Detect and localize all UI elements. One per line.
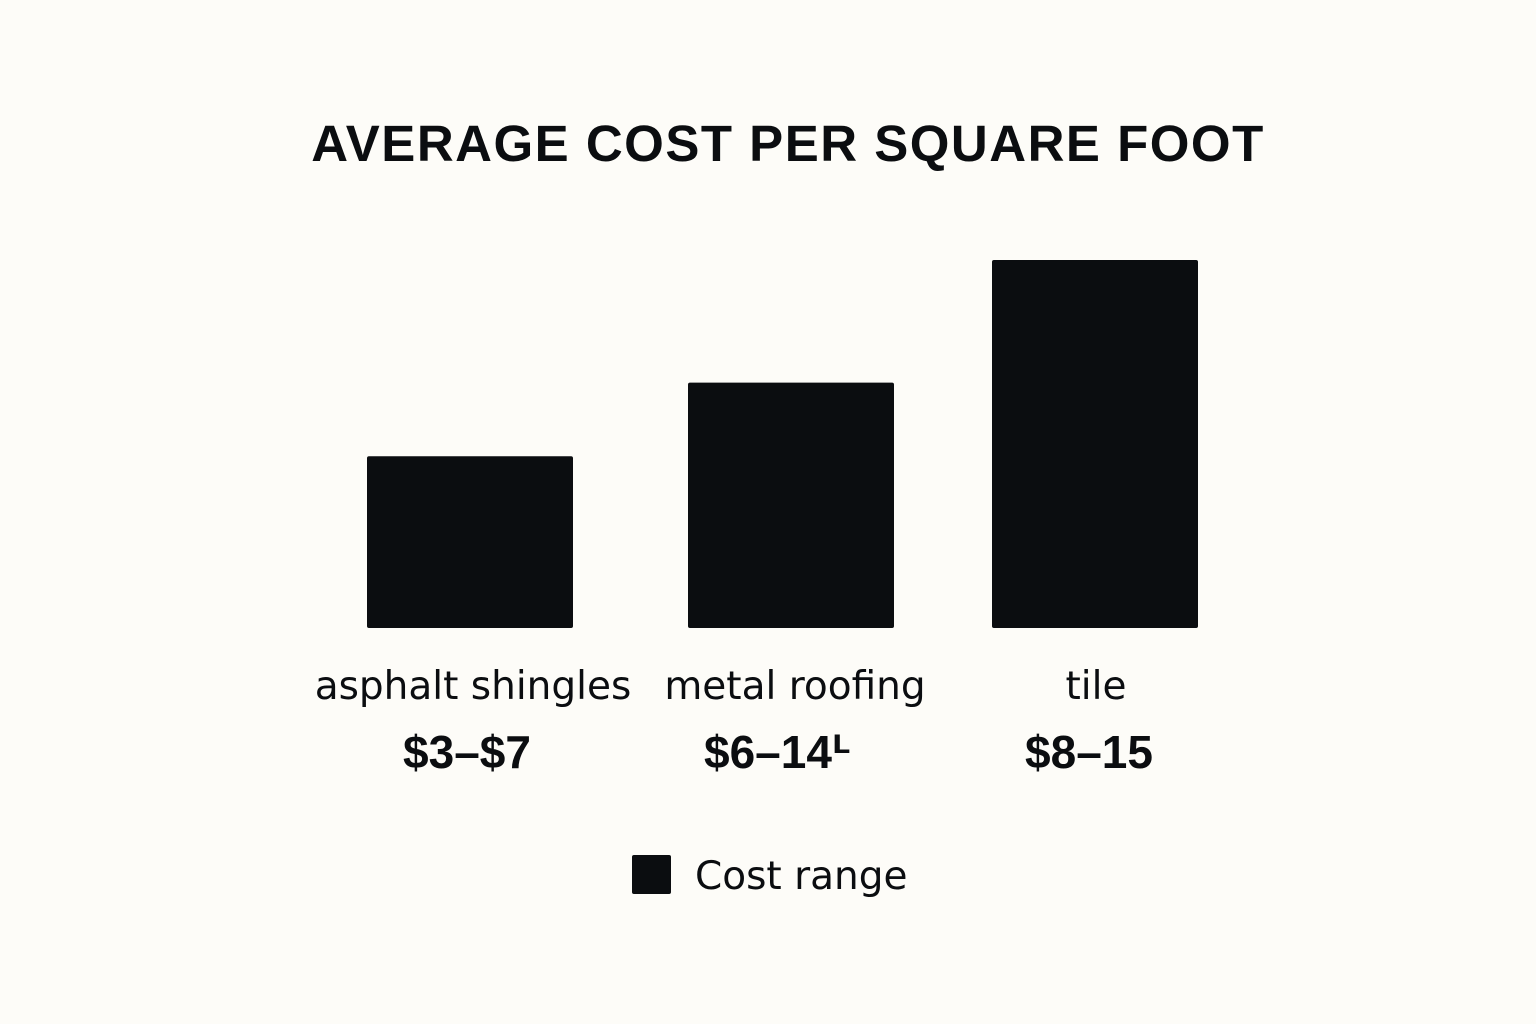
legend-swatch xyxy=(632,855,671,894)
value-label: $3–$7 xyxy=(403,726,531,778)
chart-title: AVERAGE COST PER SQUARE FOOT xyxy=(311,115,1264,172)
legend-label: Cost range xyxy=(695,854,908,899)
value-label: $8–15 xyxy=(1025,726,1153,778)
bar-metal-roofing xyxy=(688,382,894,628)
bar-asphalt-shingles xyxy=(367,456,573,628)
bars-group xyxy=(367,260,1198,628)
value-labels-group: $3–$7 $6–14ᒻ $8–15 xyxy=(403,726,1153,778)
category-label: metal roofing xyxy=(664,664,925,709)
legend: Cost range xyxy=(632,854,908,899)
value-label: $6–14ᒻ xyxy=(704,726,852,778)
bar-tile xyxy=(992,260,1198,628)
category-label: tile xyxy=(1066,664,1127,709)
category-label: asphalt shingles xyxy=(315,664,632,709)
category-labels-group: asphalt shingles metal roofing tile xyxy=(315,664,1127,709)
